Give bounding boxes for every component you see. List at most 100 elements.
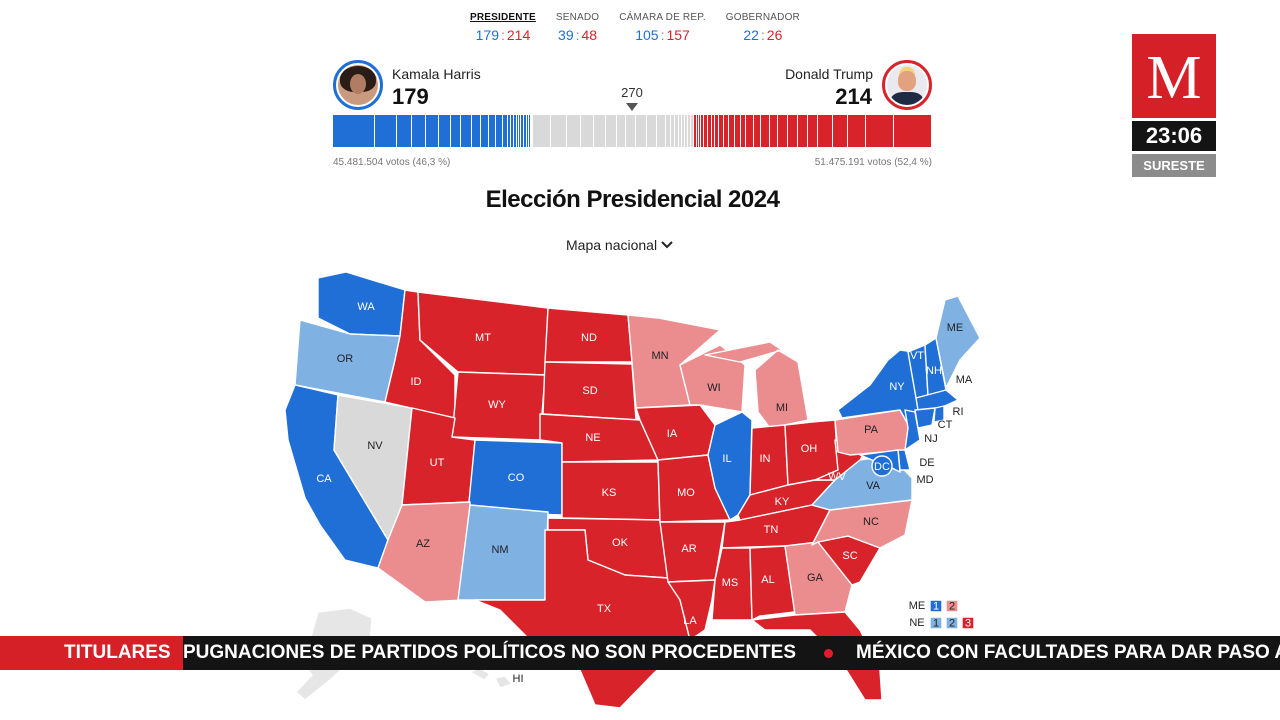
map-view-dropdown[interactable]: Mapa nacional bbox=[566, 237, 673, 253]
svg-text:2: 2 bbox=[949, 617, 955, 629]
ev-segment-undecided bbox=[687, 115, 691, 147]
label-ne: NE bbox=[585, 432, 600, 444]
dem-count: 105 bbox=[635, 27, 659, 43]
broadcast-clock: 23:06 bbox=[1132, 121, 1216, 151]
label-ri: RI bbox=[953, 406, 964, 418]
ev-segment-dem bbox=[426, 115, 439, 147]
state-al[interactable] bbox=[749, 545, 796, 621]
label-wv: WV bbox=[828, 471, 846, 483]
ev-segment-rep bbox=[693, 115, 697, 147]
ev-segment-rep bbox=[778, 115, 788, 147]
label-ma: MA bbox=[956, 374, 973, 386]
ev-segment-rep bbox=[761, 115, 770, 147]
ev-segment-dem bbox=[333, 115, 376, 147]
rep-count: 26 bbox=[766, 27, 783, 43]
state-ct[interactable] bbox=[914, 407, 936, 429]
broadcast-region: SURESTE bbox=[1132, 154, 1216, 177]
label-nc: NC bbox=[863, 516, 879, 528]
ev-segment-undecided bbox=[636, 115, 647, 147]
me-districts-label: ME bbox=[909, 600, 926, 612]
rep-count: 157 bbox=[666, 27, 690, 43]
label-ar: AR bbox=[681, 543, 696, 555]
tab-label: SENADO bbox=[555, 12, 600, 23]
label-ky: KY bbox=[775, 496, 790, 508]
state-ms[interactable] bbox=[711, 547, 753, 621]
logo-letter: M bbox=[1146, 44, 1202, 112]
rep-candidate-name: Donald Trump bbox=[785, 66, 873, 82]
label-nv: NV bbox=[367, 440, 383, 452]
ev-segment-rep bbox=[787, 115, 798, 147]
label-nh: NH bbox=[926, 365, 942, 377]
state-ma[interactable] bbox=[915, 389, 959, 411]
me-district-2[interactable] bbox=[945, 599, 959, 613]
state-dc[interactable] bbox=[871, 455, 893, 477]
ev-segment-dem bbox=[480, 115, 489, 147]
label-mi: MI bbox=[776, 402, 788, 414]
svg-text:1: 1 bbox=[933, 617, 939, 629]
map-view-label: Mapa nacional bbox=[566, 237, 658, 253]
state-fl[interactable] bbox=[751, 611, 883, 701]
label-mo: MO bbox=[677, 487, 695, 499]
tab-score: 105:157 bbox=[635, 27, 690, 43]
label-nd: ND bbox=[581, 332, 597, 344]
ev-segment-dem bbox=[521, 115, 525, 147]
ev-segment-dem bbox=[514, 115, 517, 147]
ticker-headline-next: MÉXICO CON FACULTADES PARA DAR PASO A bbox=[856, 642, 1280, 663]
label-az: AZ bbox=[416, 538, 430, 550]
ev-segment-dem bbox=[502, 115, 509, 147]
harris-avatar bbox=[333, 60, 383, 110]
state-ri[interactable] bbox=[933, 405, 945, 423]
dem-candidate-name: Kamala Harris bbox=[392, 66, 481, 82]
tab-gobernador[interactable]: GOBERNADOR 22:26 bbox=[726, 12, 800, 43]
state-labels-light: OR NV AZ NM MN WI MI GA NC VA PA ME MA R… bbox=[337, 322, 973, 584]
label-me: ME bbox=[947, 322, 964, 334]
state-me[interactable] bbox=[935, 295, 981, 389]
ev-segment-dem bbox=[524, 115, 527, 147]
ev-segment-rep bbox=[832, 115, 849, 147]
state-mi[interactable] bbox=[704, 341, 809, 429]
ev-segment-rep bbox=[746, 115, 754, 147]
me-district-1[interactable] bbox=[929, 599, 943, 613]
state-hi[interactable] bbox=[469, 667, 513, 689]
race-tabs: PRESIDENTE 179:214 SENADO 39:48 CÁMARA D… bbox=[470, 12, 800, 43]
ev-segment-undecided bbox=[682, 115, 686, 147]
svg-text:2: 2 bbox=[949, 600, 955, 612]
ev-segment-dem bbox=[461, 115, 472, 147]
ne-district-1[interactable] bbox=[929, 616, 943, 630]
state-az[interactable] bbox=[377, 501, 471, 603]
label-de: DE bbox=[919, 457, 934, 469]
tab-presidente[interactable]: PRESIDENTE 179:214 bbox=[470, 12, 536, 43]
ev-segment-dem bbox=[508, 115, 512, 147]
ev-segment-dem bbox=[496, 115, 503, 147]
ne-district-2[interactable] bbox=[945, 616, 959, 630]
trump-portrait-icon bbox=[887, 65, 927, 105]
label-tn: TN bbox=[764, 524, 779, 536]
ev-segment-undecided bbox=[656, 115, 667, 147]
ticker-separator-dot-icon bbox=[824, 649, 833, 658]
label-mn: MN bbox=[651, 350, 668, 362]
label-ct: CT bbox=[938, 419, 953, 431]
label-pa: PA bbox=[864, 424, 879, 436]
tab-senado[interactable]: SENADO 39:48 bbox=[556, 12, 599, 43]
rep-popular-vote: 51.475.191 votos (52,4 %) bbox=[814, 157, 932, 168]
tab-camara[interactable]: CÁMARA DE REP. 105:157 bbox=[619, 12, 706, 43]
svg-text:3: 3 bbox=[965, 617, 971, 629]
dem-count: 179 bbox=[475, 27, 499, 43]
label-or: OR bbox=[337, 353, 354, 365]
ev-segment-dem bbox=[526, 115, 529, 147]
label-in: IN bbox=[760, 453, 771, 465]
label-va: VA bbox=[866, 480, 881, 492]
label-mt: MT bbox=[475, 332, 491, 344]
ev-segment-rep bbox=[723, 115, 730, 147]
label-co: CO bbox=[508, 472, 525, 484]
rep-electoral-votes: 214 bbox=[835, 84, 872, 109]
ev-segment-dem bbox=[518, 115, 522, 147]
label-al: AL bbox=[761, 574, 774, 586]
ev-segment-undecided bbox=[594, 115, 606, 147]
ev-segment-rep bbox=[894, 115, 932, 147]
label-dc: DC bbox=[874, 461, 890, 473]
ev-segment-undecided bbox=[626, 115, 637, 147]
label-ia: IA bbox=[667, 428, 678, 440]
ne-district-3[interactable] bbox=[961, 616, 975, 630]
